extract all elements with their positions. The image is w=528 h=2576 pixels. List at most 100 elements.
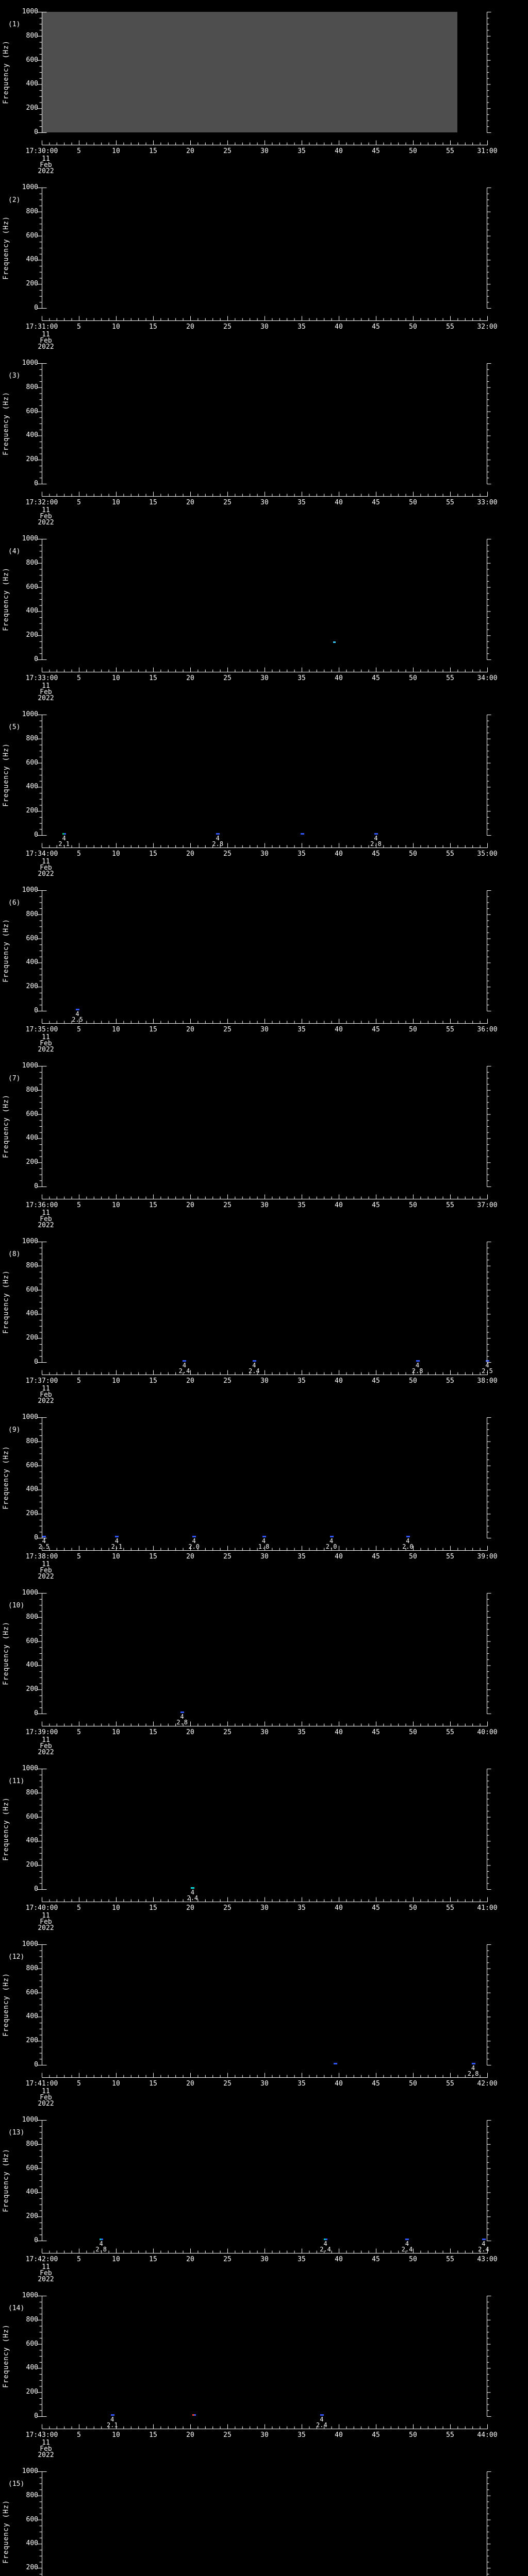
x-tick-label: 45 <box>372 1026 380 1033</box>
spectrogram-panel: (9) Frequency (Hz) 17:38:00 39:00 0 200 40… <box>0 1405 528 1581</box>
event-annotation-line2: 2.8 <box>176 1719 188 1726</box>
x-tick-label: 55 <box>446 674 454 682</box>
date-line: Feb <box>40 688 52 696</box>
x-tick-label: 35 <box>298 1553 306 1561</box>
event-annotation-line2: 2.1 <box>58 840 70 848</box>
panel-number: (3) <box>8 372 21 380</box>
x-tick-label: 25 <box>223 850 232 858</box>
x-tick-label: 45 <box>372 323 380 331</box>
event-annotation-line2: 2.1 <box>111 1543 123 1550</box>
x-tick-label: 25 <box>223 2080 232 2088</box>
x-tick-label: 10 <box>112 147 120 155</box>
event-marker <box>100 2239 104 2241</box>
y-tick-label: 0 <box>34 480 38 487</box>
event-annotation-line2: 2.8 <box>467 2070 479 2077</box>
y-tick-label: 200 <box>26 104 38 112</box>
axis-lines <box>37 12 491 145</box>
x-tick-label: 5 <box>77 323 81 331</box>
x-tick-label: 45 <box>372 1904 380 1912</box>
y-tick-label: 400 <box>26 1134 38 1142</box>
x-tick-label: 10 <box>112 1728 120 1736</box>
y-tick-label: 200 <box>26 1861 38 1869</box>
panel-number: (5) <box>8 723 21 731</box>
event-marker <box>329 1536 334 1538</box>
spectrogram-panel: (5) Frequency (Hz) 17:34:00 35:00 0 200 40… <box>0 703 528 878</box>
event-marker <box>110 2414 114 2416</box>
y-tick-label: 600 <box>26 2515 38 2523</box>
x-tick-label: 40 <box>335 1377 343 1385</box>
x-tick-label: 20 <box>186 1026 194 1033</box>
date-line: 11 <box>42 1385 50 1393</box>
event-annotation-line2: 2.4 <box>320 2246 331 2253</box>
y-tick-label: 0 <box>34 1358 38 1366</box>
x-tick-label: 25 <box>223 2256 232 2263</box>
y-tick-label: 400 <box>26 431 38 439</box>
y-tick-label: 400 <box>26 958 38 967</box>
x-tick-label: 35 <box>298 499 306 506</box>
x-tick-label: 25 <box>223 1026 232 1033</box>
x-tick-label: 20 <box>186 1728 194 1736</box>
x-tick-label: 35 <box>298 674 306 682</box>
date-line: 11 <box>42 155 50 163</box>
time-axis-start-label: 17:36:00 <box>25 1201 58 1209</box>
x-tick-label: 30 <box>260 1201 269 1209</box>
y-tick-label: 600 <box>26 231 38 240</box>
plot-area <box>42 1944 487 2065</box>
x-tick-label: 20 <box>186 499 194 506</box>
x-tick-label: 10 <box>112 1201 120 1209</box>
event-annotation-line1: 4 <box>190 1889 194 1896</box>
spectral-blip <box>333 641 336 643</box>
time-axis-end-label: 32:00 <box>477 323 498 331</box>
x-tick-label: 45 <box>372 1728 380 1736</box>
time-axis-end-label: 37:00 <box>477 1201 498 1209</box>
x-tick-label: 30 <box>260 147 269 155</box>
date-line: 2022 <box>38 870 54 878</box>
y-tick-label: 200 <box>26 280 38 288</box>
y-tick-label: 1000 <box>22 1589 38 1597</box>
x-tick-label: 10 <box>112 323 120 331</box>
panel-number: (6) <box>8 899 21 907</box>
x-tick-label: 35 <box>298 1904 306 1912</box>
date-line: Feb <box>40 1567 52 1574</box>
y-tick-label: 600 <box>26 1110 38 1118</box>
event-marker <box>262 1536 266 1538</box>
time-axis-start-label: 17:39:00 <box>25 1728 58 1736</box>
event-annotation-line1: 4 <box>261 1537 266 1545</box>
x-tick-label: 30 <box>260 2431 269 2439</box>
event-marker <box>333 2063 337 2065</box>
y-tick-label: 400 <box>26 80 38 88</box>
x-tick-label: 25 <box>223 323 232 331</box>
spectrogram-panel: (4) Frequency (Hz) 17:33:00 34:00 0 200 40… <box>0 527 528 703</box>
x-tick-label: 25 <box>223 147 232 155</box>
x-tick-label: 10 <box>112 1904 120 1912</box>
y-tick-label: 400 <box>26 2012 38 2021</box>
plot-area <box>42 715 487 835</box>
x-tick-label: 25 <box>223 1728 232 1736</box>
y-tick-label: 200 <box>26 2388 38 2396</box>
time-axis-start-label: 17:40:00 <box>25 1904 58 1912</box>
event-annotation-line1: 4 <box>471 2064 475 2072</box>
y-tick-label: 0 <box>34 1534 38 1541</box>
event-annotation-line1: 4 <box>406 1537 410 1545</box>
x-tick-label: 50 <box>409 2256 417 2263</box>
panel-number: (4) <box>8 548 21 555</box>
y-tick-label: 800 <box>26 1788 38 1797</box>
event-marker <box>42 1536 46 1538</box>
x-tick-label: 30 <box>260 850 269 858</box>
x-tick-label: 35 <box>298 1201 306 1209</box>
time-axis-end-label: 41:00 <box>477 1904 498 1912</box>
y-tick-label: 600 <box>26 1988 38 1996</box>
x-tick-label: 20 <box>186 2431 194 2439</box>
x-tick-label: 15 <box>149 1728 157 1736</box>
date-line: 11 <box>42 1912 50 1920</box>
axis-lines <box>37 2471 491 2576</box>
x-tick-label: 5 <box>77 1904 81 1912</box>
y-tick-label: 800 <box>26 1437 38 1445</box>
y-tick-label: 600 <box>26 2340 38 2348</box>
y-tick-label: 0 <box>34 2061 38 2069</box>
event-annotation-line1: 4 <box>323 2240 327 2247</box>
x-tick-label: 20 <box>186 1201 194 1209</box>
y-tick-label: 1000 <box>22 359 38 367</box>
x-tick-label: 40 <box>335 1201 343 1209</box>
event-marker <box>183 1360 187 1362</box>
